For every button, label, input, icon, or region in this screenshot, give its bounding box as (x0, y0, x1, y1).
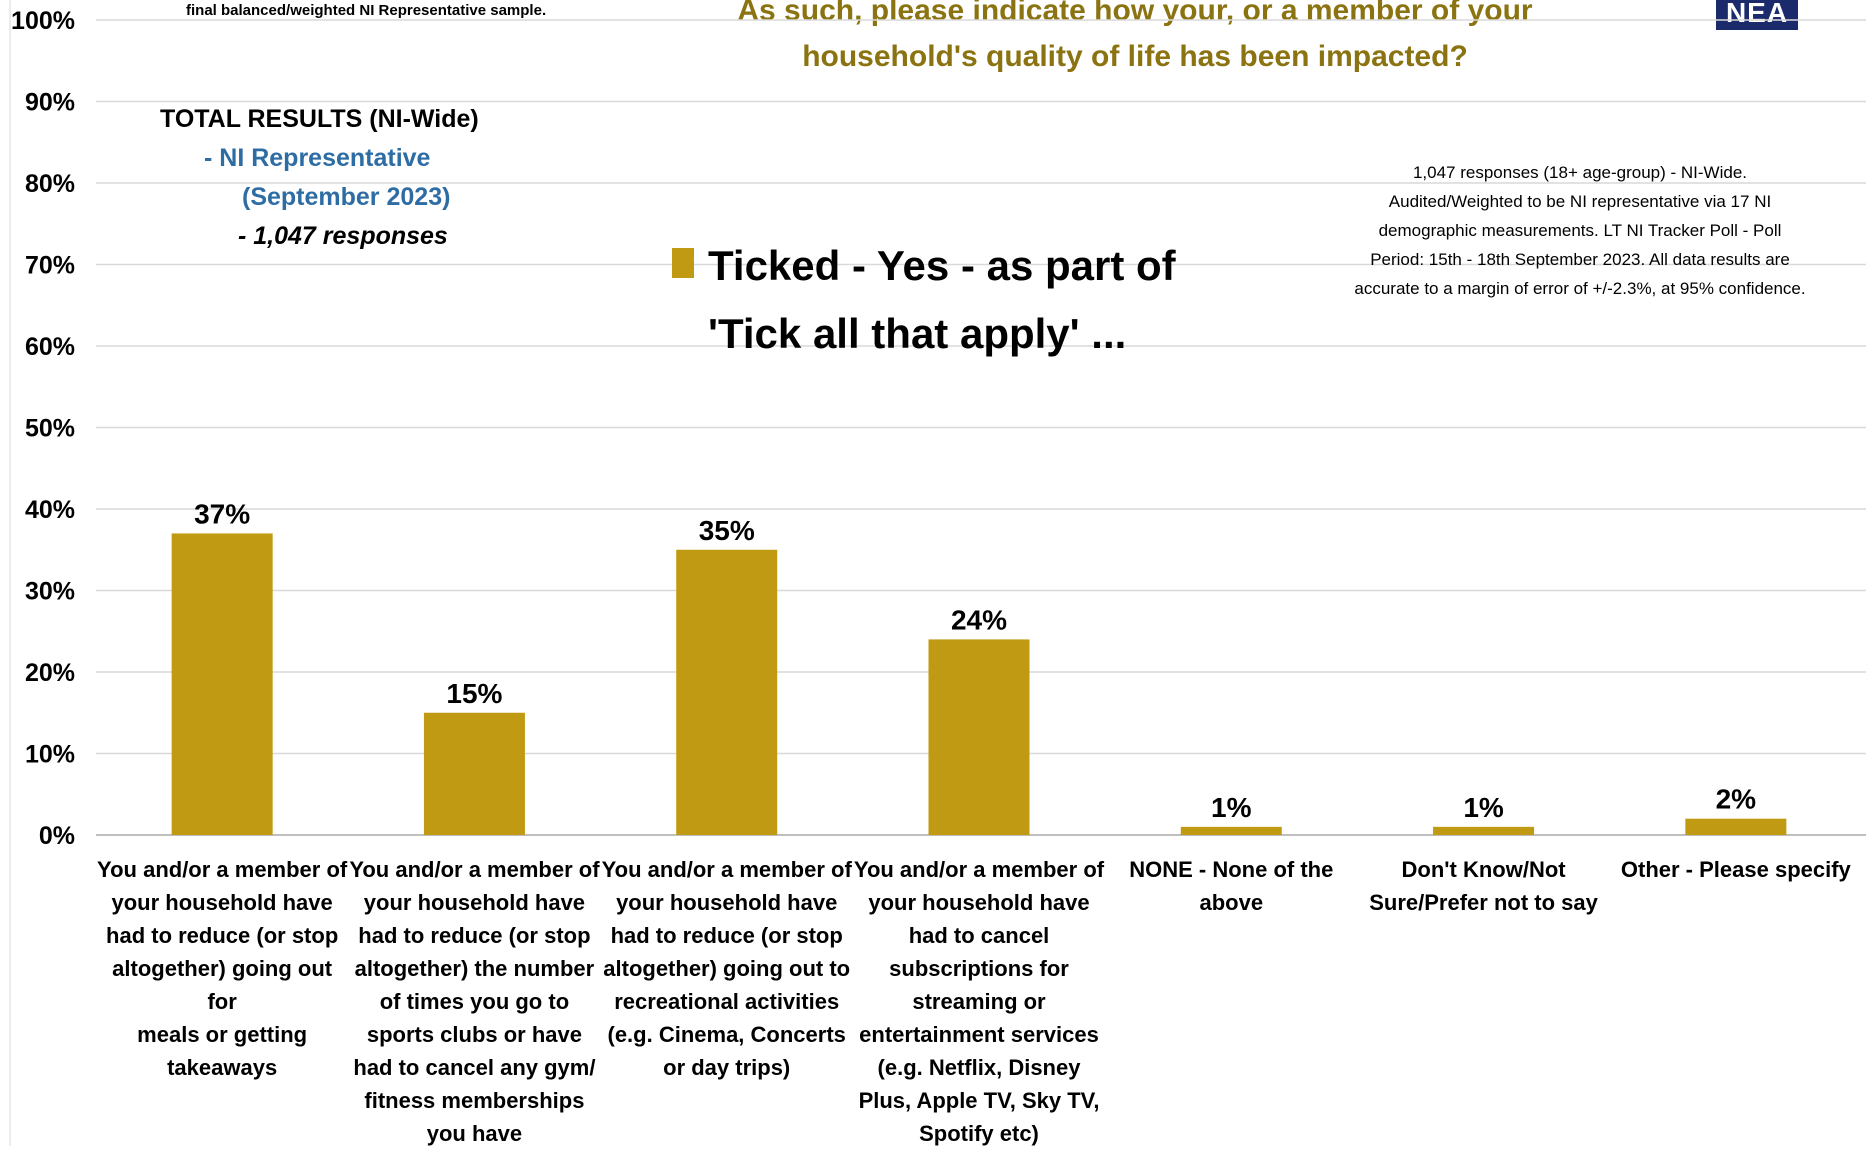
category-label-line: subscriptions for (889, 956, 1069, 981)
category-label: You and/or a member of your household hav… (853, 853, 1105, 1150)
data-label: 37% (194, 498, 250, 529)
y-tick-label: 90% (25, 89, 75, 117)
legend-swatch (672, 248, 694, 278)
bar (171, 533, 273, 835)
category-label-line: recreational activities (614, 989, 840, 1014)
y-tick-label: 80% (25, 170, 75, 198)
methodology-line-5: accurate to a margin of error of +/-2.3%… (1354, 279, 1806, 298)
category-label-line: Plus, Apple TV, Sky TV, (858, 1088, 1100, 1113)
legend: Ticked - Yes - as part of 'Tick all that… (672, 232, 1176, 368)
bar (928, 639, 1030, 835)
category-label: You and/or a member of your household hav… (601, 853, 853, 1084)
bar (1685, 818, 1787, 835)
legend-line2: 'Tick all that apply' ... (708, 310, 1127, 357)
summary-line3: (September 2023) (242, 183, 451, 211)
category-label-line: (e.g. Cinema, Concerts (607, 1022, 846, 1047)
category-label-line: You and/or a member of (853, 857, 1105, 882)
bar (676, 549, 778, 835)
legend-line1: Ticked - Yes - as part of (708, 242, 1176, 289)
methodology-note: 1,047 responses (18+ age-group) - NI-Wid… (1330, 158, 1830, 303)
summary-line4: - 1,047 responses (238, 222, 448, 250)
category-label-line: meals or getting (137, 1022, 308, 1047)
y-tick-label: 30% (25, 578, 75, 606)
category-label-line: Don't Know/Not (1401, 857, 1566, 882)
category-label: Don't Know/Not Sure/Prefer not to say (1358, 853, 1610, 919)
category-label-line: altogether) going out for (112, 956, 333, 1014)
category-label-line: your household have (363, 890, 586, 915)
category-label-line: had to reduce (or stop (106, 923, 339, 948)
y-tick-label: 60% (25, 333, 75, 361)
chart-title-line1: As such, please indicate how your, or a … (737, 0, 1533, 27)
data-label: 1% (1211, 792, 1252, 823)
category-label-line: you have (426, 1121, 523, 1146)
y-tick-label: 40% (25, 496, 75, 524)
category-label-line: sports clubs or have (366, 1022, 583, 1047)
top-note: final balanced/weighted NI Representativ… (186, 2, 547, 19)
data-label: 35% (699, 515, 755, 546)
category-label: Other - Please specify (1610, 853, 1862, 886)
y-tick-label: 0% (39, 822, 75, 850)
y-tick-label: 100% (11, 7, 75, 35)
methodology-line-4: Period: 15th - 18th September 2023. All … (1370, 250, 1790, 269)
chart-title: As such, please indicate how your, or a … (660, 0, 1610, 80)
bar (1433, 826, 1535, 835)
data-label: 1% (1463, 792, 1504, 823)
category-label-line: fitness memberships (364, 1088, 585, 1113)
category-label-line: entertainment services (859, 1022, 1099, 1047)
data-label: 15% (446, 678, 502, 709)
summary-line2: - NI Representative (204, 144, 431, 172)
category-label-line: your household have (868, 890, 1090, 915)
category-label-line: your household have (111, 890, 333, 915)
data-label: 2% (1716, 784, 1757, 815)
category-label-line: takeaways (167, 1055, 278, 1080)
category-label-line: (e.g. Netflix, Disney (877, 1055, 1081, 1080)
category-label: You and/or a member of your household hav… (348, 853, 600, 1150)
category-label-line: You and/or a member of (601, 857, 852, 882)
category-label-line: had to reduce (or stop (358, 923, 591, 948)
bar (423, 712, 525, 835)
category-label-line: Spotify etc) (919, 1121, 1039, 1146)
category-label-line: Sure/Prefer not to say (1369, 890, 1598, 915)
category-label-line: your household have (616, 890, 838, 915)
bar (1180, 826, 1282, 835)
category-label-line: had to cancel any gym/ (353, 1055, 596, 1080)
data-label: 24% (951, 604, 1007, 635)
category-label-line: Other - Please specify (1620, 857, 1851, 882)
category-label-line: of times you go to (379, 989, 570, 1014)
category-label: NONE - None of the above (1105, 853, 1357, 919)
category-label: You and/or a member of your household hav… (96, 853, 348, 1084)
summary-block: TOTAL RESULTS (NI-Wide) - NI Representat… (160, 100, 479, 256)
category-label-line: or day trips) (663, 1055, 791, 1080)
methodology-line-2: Audited/Weighted to be NI representative… (1388, 192, 1772, 211)
y-tick-label: 50% (25, 415, 75, 443)
category-label-line: streaming or (912, 989, 1046, 1014)
y-tick-label: 20% (25, 659, 75, 687)
methodology-line-1: 1,047 responses (18+ age-group) - NI-Wid… (1412, 163, 1748, 182)
y-tick-label: 10% (25, 741, 75, 769)
category-label-line: altogether) the number (354, 956, 595, 981)
summary-line1: TOTAL RESULTS (NI-Wide) (160, 105, 479, 133)
category-label-line: NONE - None of the (1129, 857, 1334, 882)
category-label-line: had to reduce (or stop (610, 923, 843, 948)
category-label-line: had to cancel (908, 923, 1050, 948)
category-label-line: altogether) going out to (603, 956, 851, 981)
y-tick-label: 70% (25, 252, 75, 280)
category-label-line: You and/or a member of (97, 857, 348, 882)
category-label-line: above (1199, 890, 1264, 915)
chart-title-line2: household's quality of life has been imp… (802, 40, 1468, 73)
methodology-line-3: demographic measurements. LT NI Tracker … (1378, 221, 1782, 240)
category-label-line: You and/or a member of (349, 857, 600, 882)
nea-logo: NEA (1716, 0, 1798, 30)
